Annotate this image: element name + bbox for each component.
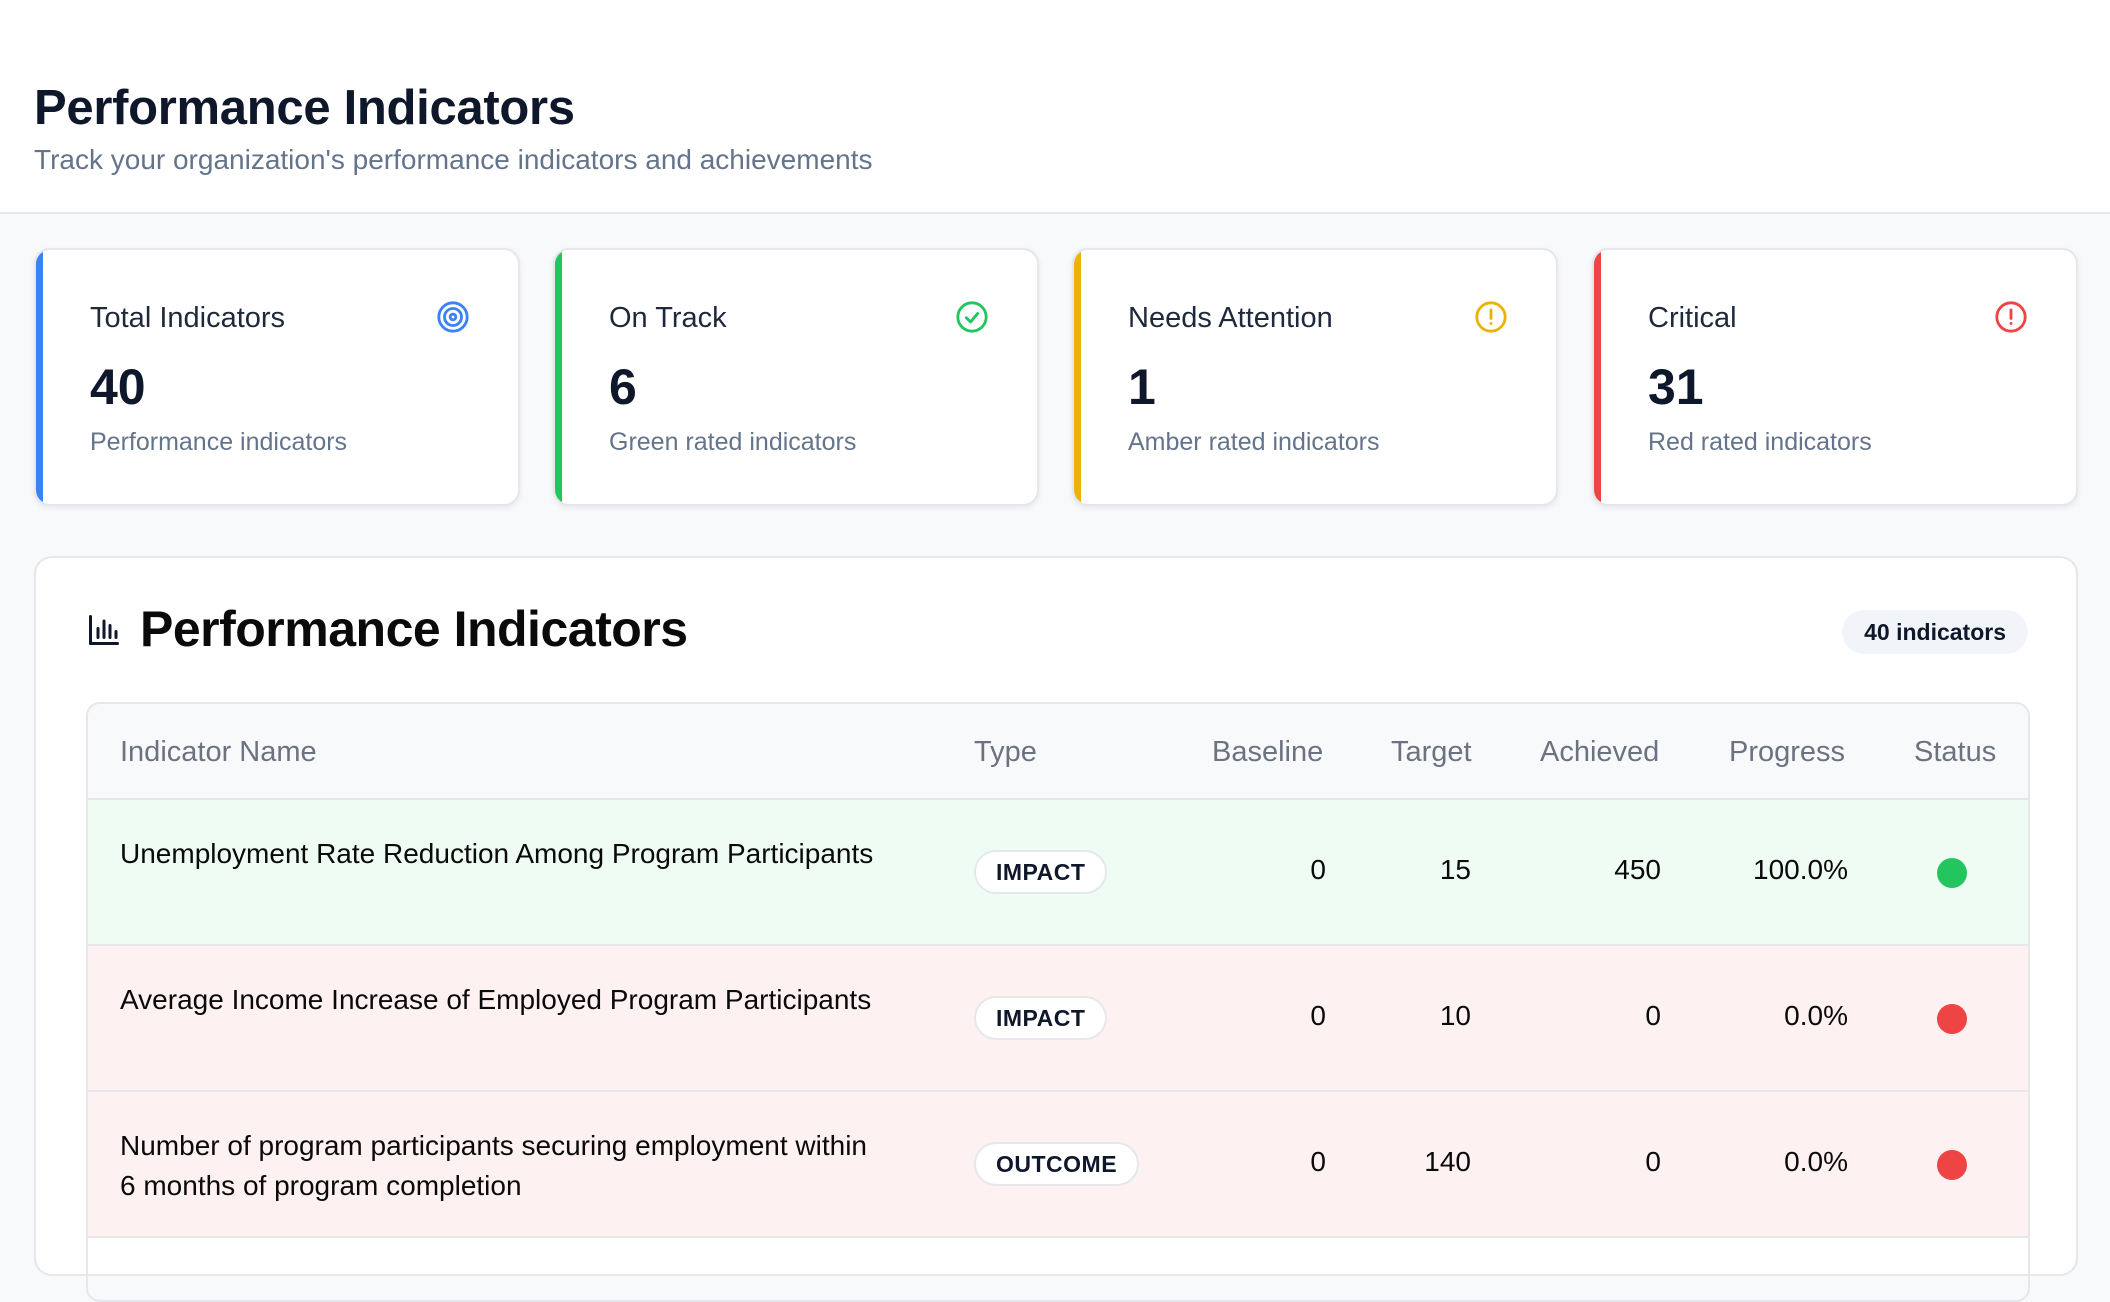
achieved-value: 450 — [1614, 854, 1661, 885]
stat-card-critical: Critical 31 Red rated indicators — [1592, 248, 2078, 506]
page-title: Performance Indicators — [34, 81, 575, 135]
type-badge: IMPACT — [974, 850, 1108, 894]
indicator-name: Number of program participants securing … — [120, 1130, 867, 1201]
column-header-achieved[interactable]: Achieved — [1540, 736, 1660, 768]
baseline-value: 0 — [1310, 1000, 1326, 1031]
column-header-progress[interactable]: Progress — [1729, 736, 1846, 768]
type-badge: OUTCOME — [974, 1142, 1140, 1186]
indicator-name: Unemployment Rate Reduction Among Progra… — [120, 838, 874, 869]
stat-accent — [1074, 250, 1081, 504]
table-row[interactable]: Average Income Increase of Employed Prog… — [88, 946, 2028, 1092]
page-subtitle: Track your organization's performance in… — [34, 144, 873, 175]
stat-card-total: Total Indicators 40 Performance indicato… — [34, 248, 520, 506]
stat-desc: Amber rated indicators — [1128, 428, 1380, 456]
stat-title: On Track — [609, 302, 727, 334]
progress-value: 0.0% — [1784, 1146, 1848, 1177]
achieved-value: 0 — [1645, 1146, 1661, 1177]
type-badge: IMPACT — [974, 996, 1108, 1040]
progress-value: 100.0% — [1753, 854, 1848, 885]
column-header-type[interactable]: Type — [974, 736, 1037, 768]
stat-card-needs-attention: Needs Attention 1 Amber rated indicators — [1072, 248, 1558, 506]
alert-circle-icon — [1995, 301, 2027, 333]
status-indicator-red — [1937, 1004, 1967, 1034]
bar-chart-icon — [89, 615, 119, 645]
target-value: 10 — [1439, 1000, 1471, 1031]
stat-value: 31 — [1648, 359, 1704, 415]
baseline-value: 0 — [1310, 854, 1326, 885]
table-header: Indicator Name Type Baseline Target Achi… — [88, 704, 2028, 800]
target-icon — [437, 301, 469, 333]
stat-card-on-track: On Track 6 Green rated indicators — [553, 248, 1039, 506]
column-header-target[interactable]: Target — [1391, 736, 1472, 768]
column-header-baseline[interactable]: Baseline — [1212, 736, 1324, 768]
indicator-name: Average Income Increase of Employed Prog… — [120, 984, 872, 1015]
alert-circle-icon — [1475, 301, 1507, 333]
stat-value: 1 — [1128, 359, 1156, 415]
achieved-value: 0 — [1645, 1000, 1661, 1031]
stat-desc: Green rated indicators — [609, 428, 857, 456]
status-indicator-red — [1937, 1150, 1967, 1180]
indicators-table: Indicator Name Type Baseline Target Achi… — [86, 702, 2030, 1302]
status-indicator-green — [1937, 858, 1967, 888]
panel-title: Performance Indicators — [140, 601, 688, 657]
stat-title: Needs Attention — [1128, 302, 1333, 334]
stat-accent — [1594, 250, 1601, 504]
check-circle-icon — [956, 301, 988, 333]
stat-accent — [555, 250, 562, 504]
stat-value: 40 — [90, 359, 146, 415]
indicator-count-badge: 40 indicators — [1842, 610, 2028, 654]
progress-value: 0.0% — [1784, 1000, 1848, 1031]
stat-title: Total Indicators — [90, 302, 286, 334]
stats-row: Total Indicators 40 Performance indicato… — [34, 248, 2078, 506]
column-header-name[interactable]: Indicator Name — [120, 736, 317, 768]
target-value: 140 — [1424, 1146, 1471, 1177]
stat-accent — [36, 250, 43, 504]
column-header-status[interactable]: Status — [1914, 736, 1997, 768]
stat-value: 6 — [609, 359, 637, 415]
table-row[interactable]: Number of program participants securing … — [88, 1092, 2028, 1238]
page-header: Performance Indicators Track your organi… — [0, 0, 2110, 214]
stat-desc: Performance indicators — [90, 428, 348, 456]
indicators-panel: Performance Indicators 40 indicators Ind… — [34, 556, 2078, 1302]
baseline-value: 0 — [1310, 1146, 1326, 1177]
stat-desc: Red rated indicators — [1648, 428, 1872, 456]
stat-title: Critical — [1648, 302, 1737, 334]
target-value: 15 — [1439, 854, 1471, 885]
table-row[interactable]: Unemployment Rate Reduction Among Progra… — [88, 800, 2028, 946]
